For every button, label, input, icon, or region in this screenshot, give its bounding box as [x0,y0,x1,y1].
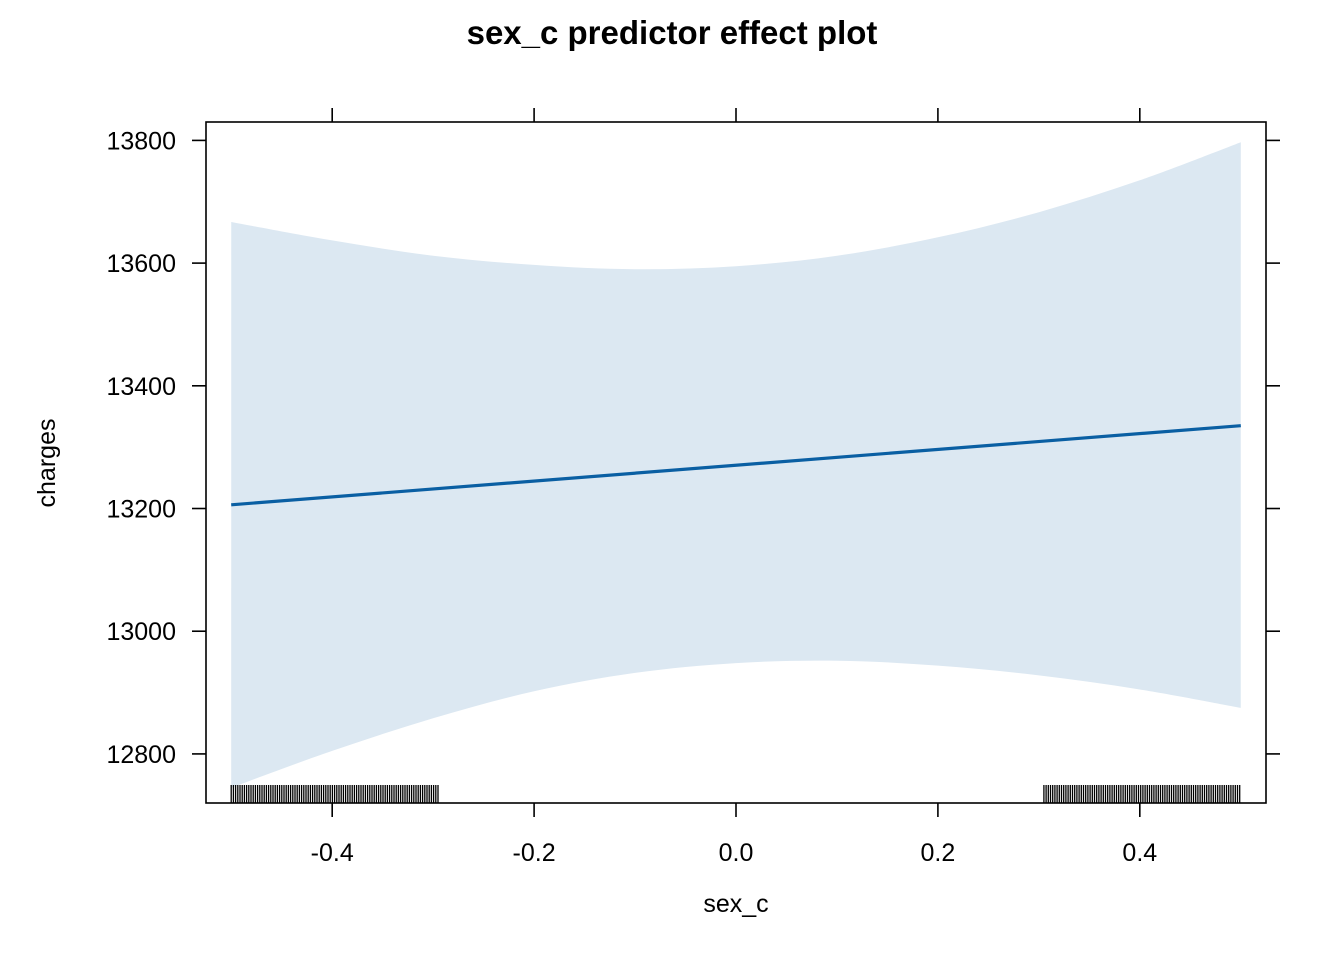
y-tick-label: 13600 [106,250,176,278]
y-tick-label: 13000 [106,618,176,646]
x-axis-label: sex_c [703,890,768,918]
x-tick-label: -0.2 [513,839,556,867]
x-tick-label: 0.2 [921,839,956,867]
y-tick-label: 13400 [106,373,176,401]
effect-line [231,424,1241,507]
effect-line-layer [231,424,1241,507]
y-tick-label: 13800 [106,127,176,155]
y-axis-ticks: 12800 13000 13200 13400 13600 13800 [106,127,1280,769]
x-tick-label: -0.4 [311,839,354,867]
y-axis-label: charges [33,419,61,508]
rug-layer [230,785,1241,803]
rug-group [1043,785,1241,803]
y-tick-label: 12800 [106,741,176,769]
x-tick-label: 0.4 [1122,839,1157,867]
y-tick-label: 13200 [106,496,176,524]
rug-group [230,785,439,803]
chart-title: sex_c predictor effect plot [467,14,878,51]
x-tick-label: 0.0 [719,839,754,867]
x-axis-ticks: -0.4 -0.2 0.0 0.2 0.4 [311,108,1157,867]
